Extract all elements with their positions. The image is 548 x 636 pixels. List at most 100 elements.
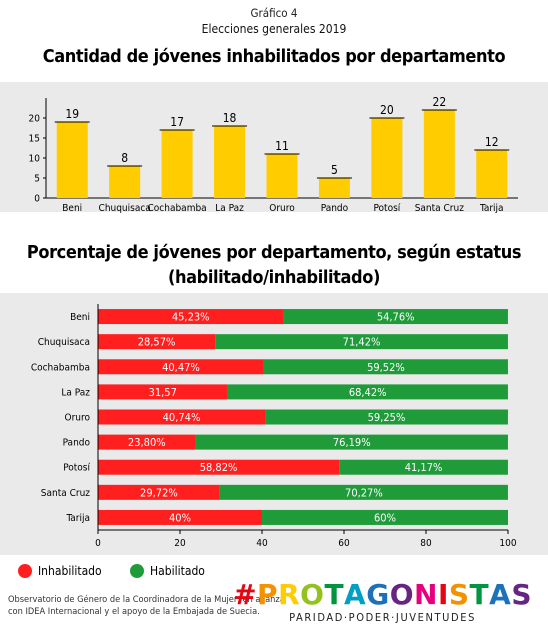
- y-tick-label: 0: [34, 194, 40, 205]
- brand-letter: O: [389, 578, 415, 611]
- segment-label-inhabilitado: 40,74%: [163, 411, 201, 424]
- stacked-chart-title-line-2: (habilitado/inhabilitado): [168, 267, 380, 288]
- segment-label-inhabilitado: 40,47%: [162, 361, 200, 374]
- legend-label-habilitado: Habilitado: [150, 564, 205, 578]
- bar-chart-title: Cantidad de jóvenes inhabilitados por de…: [42, 46, 506, 67]
- x-tick-label: Chuquisaca: [99, 203, 151, 214]
- segment-label-inhabilitado: 58,82%: [200, 461, 238, 474]
- segment-label-habilitado: 68,42%: [349, 386, 387, 399]
- x-tick-label: 100: [499, 538, 516, 549]
- brand-letter: S: [511, 578, 532, 611]
- x-tick-label: 40: [256, 538, 268, 549]
- y-category-label: Beni: [70, 312, 90, 323]
- bar-segment-inhabilitado: [98, 434, 196, 450]
- y-tick-label: 10: [29, 154, 41, 165]
- bar-segment-habilitado: [263, 359, 508, 375]
- segment-label-inhabilitado: 40%: [169, 511, 191, 524]
- x-tick-label: Potosí: [373, 202, 400, 214]
- x-tick-label: Pando: [321, 203, 349, 214]
- bar-data-label: 17: [170, 115, 184, 129]
- brand-letter: A: [489, 578, 512, 611]
- chart-supertitle: Gráfico 4: [250, 6, 298, 20]
- brand-letter: S: [448, 578, 470, 611]
- y-category-label: Santa Cruz: [41, 488, 91, 499]
- bar: [161, 130, 193, 198]
- legend-swatch-green: [130, 564, 144, 578]
- bar-data-label: 12: [485, 135, 499, 149]
- segment-label-habilitado: 59,52%: [367, 361, 405, 374]
- footer-line-2: con IDEA Internacional y el apoyo de la …: [8, 606, 260, 617]
- brand-name: #PROTAGONISTAS: [233, 580, 532, 610]
- x-tick-label: Oruro: [269, 203, 295, 214]
- bar-data-label: 22: [432, 95, 446, 109]
- y-category-label: La Paz: [61, 387, 90, 398]
- bar-data-label: 19: [65, 107, 79, 121]
- bar: [476, 150, 508, 198]
- segment-label-inhabilitado: 31,57: [149, 386, 177, 399]
- brand-letter: G: [366, 578, 390, 611]
- x-tick-label: Beni: [62, 203, 82, 214]
- bar-segment-habilitado: [265, 409, 508, 425]
- legend-swatch-red: [18, 564, 32, 578]
- x-tick-label: 0: [95, 538, 101, 549]
- bar: [318, 178, 350, 198]
- bar: [214, 126, 246, 198]
- legend-label-inhabilitado: Inhabilitado: [38, 564, 102, 578]
- brand-letter: O: [300, 578, 325, 611]
- bar-segment-habilitado: [283, 309, 508, 325]
- x-tick-label: 80: [420, 538, 432, 549]
- x-tick-label: Cochabamba: [148, 203, 207, 214]
- bar-segment-habilitado: [219, 484, 508, 500]
- x-tick-label: 60: [338, 538, 350, 549]
- bar-data-label: 5: [331, 163, 338, 177]
- segment-label-habilitado: 59,25%: [368, 411, 406, 424]
- segment-label-inhabilitado: 23,80%: [128, 436, 166, 449]
- x-tick-label: La Paz: [215, 203, 244, 214]
- bar-segment-inhabilitado: [98, 459, 340, 475]
- stacked-chart-title-line-1: Porcentaje de jóvenes por departamento, …: [26, 242, 522, 263]
- brand-logo: #PROTAGONISTAS PARIDAD·PODER·JUVENTUDES: [233, 580, 532, 625]
- bar-segment-inhabilitado: [98, 409, 266, 425]
- bar-data-label: 20: [380, 103, 394, 117]
- bar-chart: 0 5 10 15 20 19 Beni 8 Chuquisaca 17 Cochabamba 18 L…: [29, 95, 518, 214]
- brand-letter: N: [414, 578, 438, 611]
- brand-letter: P: [257, 578, 279, 611]
- brand-letter: A: [344, 578, 367, 611]
- bar-data-label: 8: [121, 151, 128, 165]
- bar-segment-inhabilitado: [98, 334, 216, 350]
- footer-credit: Observatorio de Género de la Coordinador…: [8, 594, 285, 618]
- segment-label-habilitado: 76,19%: [333, 436, 371, 449]
- bar-segment-habilitado: [339, 459, 508, 475]
- bar-segment-habilitado: [195, 434, 508, 450]
- segment-label-habilitado: 54,76%: [377, 311, 415, 324]
- bar-data-label: 11: [275, 139, 289, 153]
- brand-letter: R: [278, 578, 301, 611]
- x-tick-label: 20: [174, 538, 186, 549]
- y-category-label: Chuquisaca: [38, 337, 90, 348]
- y-tick-label: 15: [29, 134, 40, 145]
- chart-subtitle: Elecciones generales 2019: [201, 22, 347, 36]
- brand-tagline: PARIDAD·PODER·JUVENTUDES: [289, 611, 476, 624]
- bar: [266, 154, 298, 198]
- segment-label-inhabilitado: 29,72%: [140, 486, 178, 499]
- y-tick-label: 20: [29, 114, 41, 125]
- segment-label-habilitado: 70,27%: [345, 486, 383, 499]
- x-tick-label: Santa Cruz: [415, 203, 465, 214]
- bar-segment-inhabilitado: [98, 359, 264, 375]
- stacked-chart-title: Porcentaje de jóvenes por departamento, …: [0, 240, 548, 290]
- bar-segment-inhabilitado: [98, 509, 262, 525]
- y-category-label: Tarija: [65, 513, 90, 524]
- bar: [371, 118, 403, 198]
- footer-line-1: Observatorio de Género de la Coordinador…: [8, 594, 285, 605]
- segment-label-habilitado: 71,42%: [343, 336, 381, 349]
- y-category-label: Cochabamba: [31, 362, 90, 373]
- brand-letter: I: [437, 578, 449, 611]
- bar-segment-habilitado: [227, 384, 508, 400]
- x-tick-label: Tarija: [479, 203, 504, 214]
- bar: [109, 166, 141, 198]
- y-category-label: Pando: [63, 438, 91, 449]
- y-tick-label: 5: [34, 174, 40, 185]
- segment-label-habilitado: 41,17%: [405, 461, 443, 474]
- brand-letter: T: [469, 578, 490, 611]
- brand-letter: #: [233, 578, 258, 611]
